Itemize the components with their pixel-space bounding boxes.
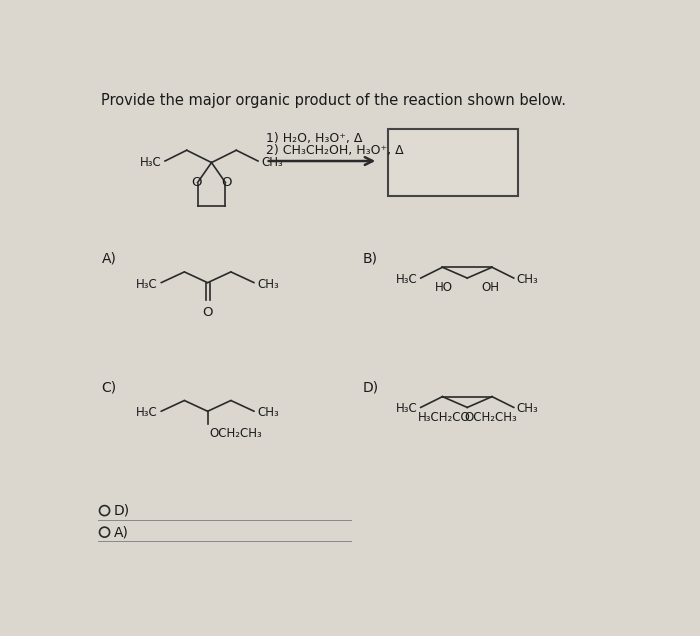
Bar (389, 128, 519, 197)
Text: O: O (202, 306, 213, 319)
Text: CH₃: CH₃ (517, 273, 538, 286)
Text: A): A) (114, 525, 129, 539)
Text: B): B) (363, 252, 377, 266)
Text: H₃C: H₃C (396, 273, 418, 286)
Text: CH₃: CH₃ (517, 403, 538, 415)
Text: O: O (222, 176, 232, 189)
Text: A): A) (102, 252, 116, 266)
Text: 2) CH₃CH₂OH, H₃O⁺, Δ: 2) CH₃CH₂OH, H₃O⁺, Δ (266, 144, 403, 157)
Text: CH₃: CH₃ (257, 278, 279, 291)
Text: OCH₂CH₃: OCH₂CH₃ (464, 410, 517, 424)
Text: H₃C: H₃C (140, 156, 162, 169)
Text: D): D) (114, 504, 130, 518)
Text: D): D) (363, 380, 379, 394)
Text: OCH₂CH₃: OCH₂CH₃ (209, 427, 262, 439)
Text: 1) H₂O, H₃O⁺, Δ: 1) H₂O, H₃O⁺, Δ (266, 132, 362, 145)
Text: O: O (190, 176, 202, 189)
Text: Provide the major organic product of the reaction shown below.: Provide the major organic product of the… (102, 93, 566, 108)
Text: CH₃: CH₃ (261, 156, 283, 169)
Text: H₃C: H₃C (136, 406, 158, 419)
Text: OH: OH (482, 281, 500, 294)
Text: H₃CH₂CO: H₃CH₂CO (418, 410, 470, 424)
Text: CH₃: CH₃ (257, 406, 279, 419)
Text: H₃C: H₃C (396, 403, 418, 415)
Text: C): C) (102, 380, 117, 394)
Text: HO: HO (435, 281, 453, 294)
Text: H₃C: H₃C (136, 278, 158, 291)
